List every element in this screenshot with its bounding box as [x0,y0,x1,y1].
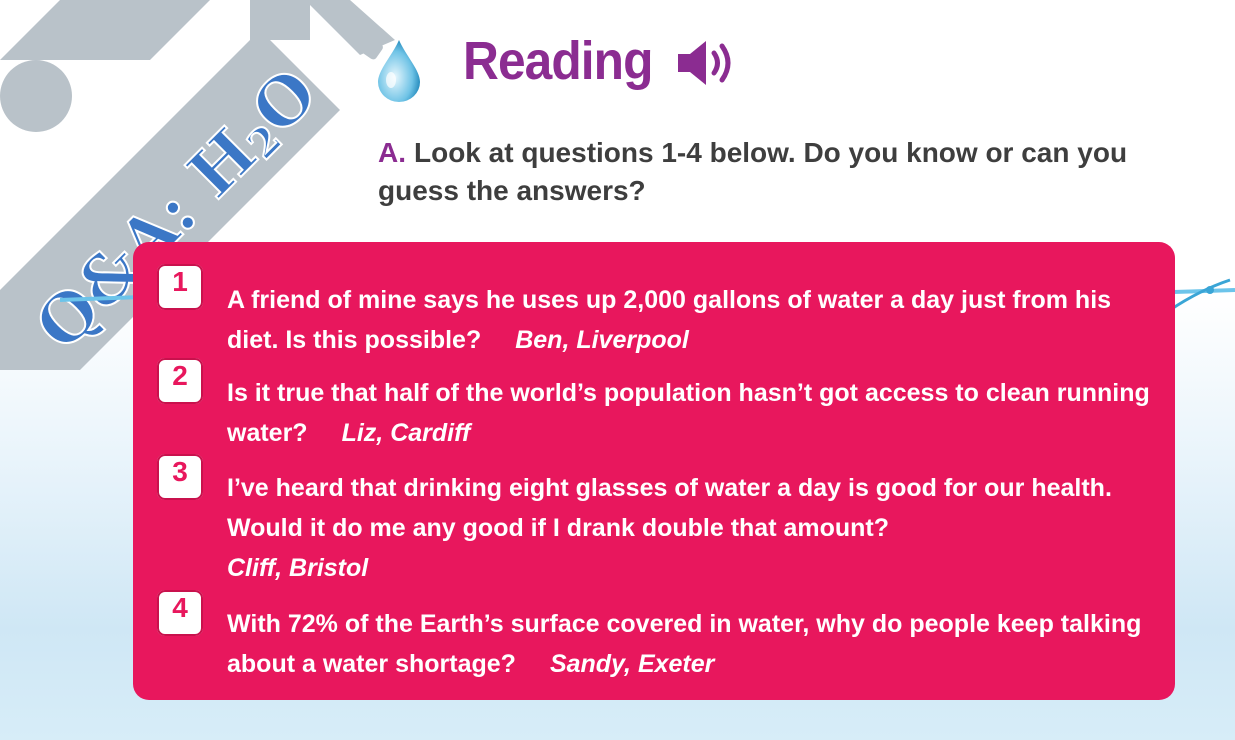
instruction: A. Look at questions 1-4 below. Do you kn… [378,134,1198,210]
question-number: 3 [157,454,203,500]
questions-card: 1 A friend of mine says he uses up 2,000… [133,242,1175,700]
question-author: Ben, Liverpool [515,326,689,354]
question-number: 1 [157,264,203,310]
faucet-graphic [0,0,395,370]
question-4: With 72% of the Earth’s surface covered … [227,604,1167,684]
question-1: A friend of mine says he uses up 2,000 g… [227,280,1167,360]
question-2: Is it true that half of the world’s popu… [227,373,1167,453]
question-number: 2 [157,358,203,404]
question-number: 4 [157,590,203,636]
speaker-icon[interactable] [676,38,738,88]
question-author: Sandy, Exeter [549,650,715,678]
question-author: Liz, Cardiff [341,419,471,447]
question-text: Is it true that half of the world’s popu… [227,379,1150,447]
question-text: A friend of mine says he uses up 2,000 g… [227,286,1112,354]
instruction-letter: A. [378,137,406,168]
question-author: Cliff, Bristol [227,554,369,582]
instruction-text: Look at questions 1-4 below. Do you know… [378,137,1128,206]
question-text: With 72% of the Earth’s surface covered … [227,610,1142,678]
water-drop-icon [378,40,420,102]
question-3: I’ve heard that drinking eight glasses o… [227,468,1167,588]
page-title: Reading [463,31,653,91]
question-text: I’ve heard that drinking eight glasses o… [227,474,1112,542]
